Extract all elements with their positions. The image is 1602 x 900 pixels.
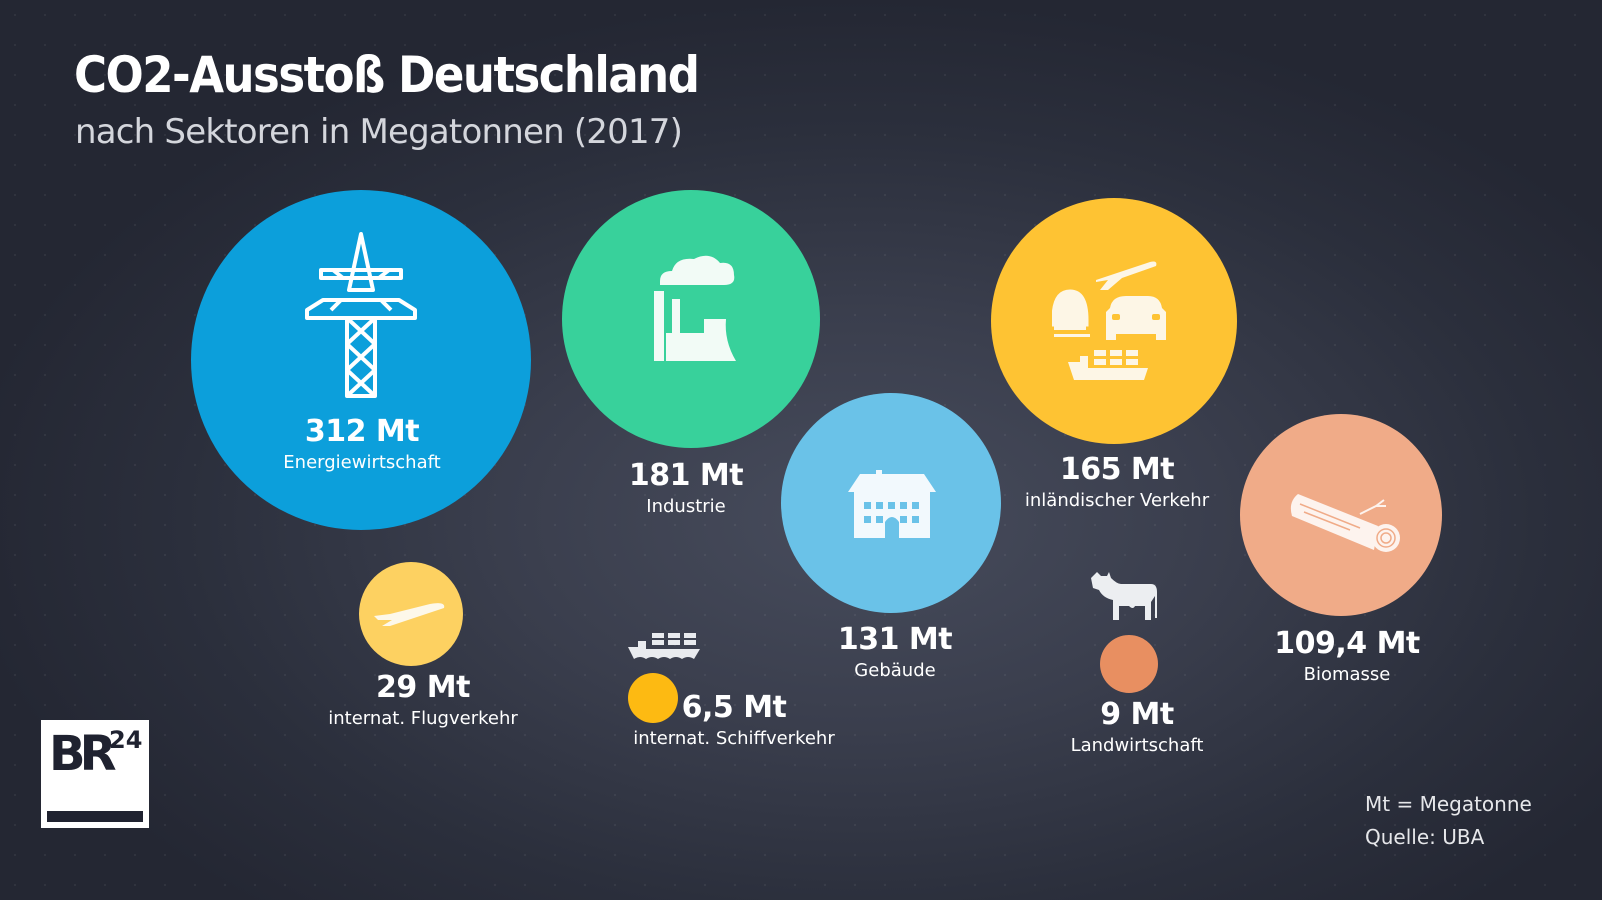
transport-icon bbox=[1052, 261, 1166, 380]
sector-label: internat. Schiffverkehr bbox=[633, 728, 835, 749]
airplane-icon bbox=[374, 603, 445, 626]
cow-icon bbox=[1091, 572, 1157, 620]
sector-label: Energiewirtschaft bbox=[283, 452, 441, 473]
power-pylon-icon bbox=[305, 232, 417, 398]
source-note: Quelle: UBA bbox=[1365, 825, 1485, 849]
unit-legend: Mt = Megatonne bbox=[1365, 792, 1532, 816]
value-label: 181 Mt bbox=[628, 458, 744, 493]
sector-label: Biomasse bbox=[1303, 664, 1391, 685]
logo-text: BR bbox=[49, 726, 117, 782]
value-label: 109,4 Mt bbox=[1274, 626, 1420, 661]
value-label: 29 Mt bbox=[376, 670, 470, 705]
value-label: 131 Mt bbox=[837, 622, 953, 657]
bubble-landwirtschaft bbox=[1100, 635, 1158, 693]
ship-icon bbox=[628, 633, 700, 659]
sector-label: internat. Flugverkehr bbox=[328, 708, 518, 729]
value-label: 312 Mt bbox=[304, 414, 420, 449]
value-label: 9 Mt bbox=[1100, 697, 1174, 732]
page-subtitle: nach Sektoren in Megatonnen (2017) bbox=[75, 112, 683, 152]
log-icon bbox=[1290, 494, 1400, 552]
logo-superscript: 24 bbox=[109, 726, 143, 754]
sector-label: Landwirtschaft bbox=[1070, 735, 1204, 756]
logo-bar bbox=[47, 811, 143, 822]
page-title: CO2-Ausstoß Deutschland bbox=[74, 46, 700, 104]
bubble-energiewirtschaft bbox=[191, 190, 531, 530]
bubble-internat-schiffverkehr bbox=[628, 673, 678, 723]
sector-label: Industrie bbox=[646, 496, 726, 517]
sector-label: Gebäude bbox=[854, 660, 936, 681]
house-icon bbox=[848, 470, 936, 538]
value-label: 165 Mt bbox=[1059, 452, 1175, 487]
sector-label: inländischer Verkehr bbox=[1024, 490, 1210, 511]
bubble-industrie bbox=[562, 190, 820, 448]
factory-icon bbox=[654, 255, 736, 361]
br24-logo: BR 24 bbox=[41, 720, 149, 828]
value-label: 6,5 Mt bbox=[681, 690, 787, 725]
